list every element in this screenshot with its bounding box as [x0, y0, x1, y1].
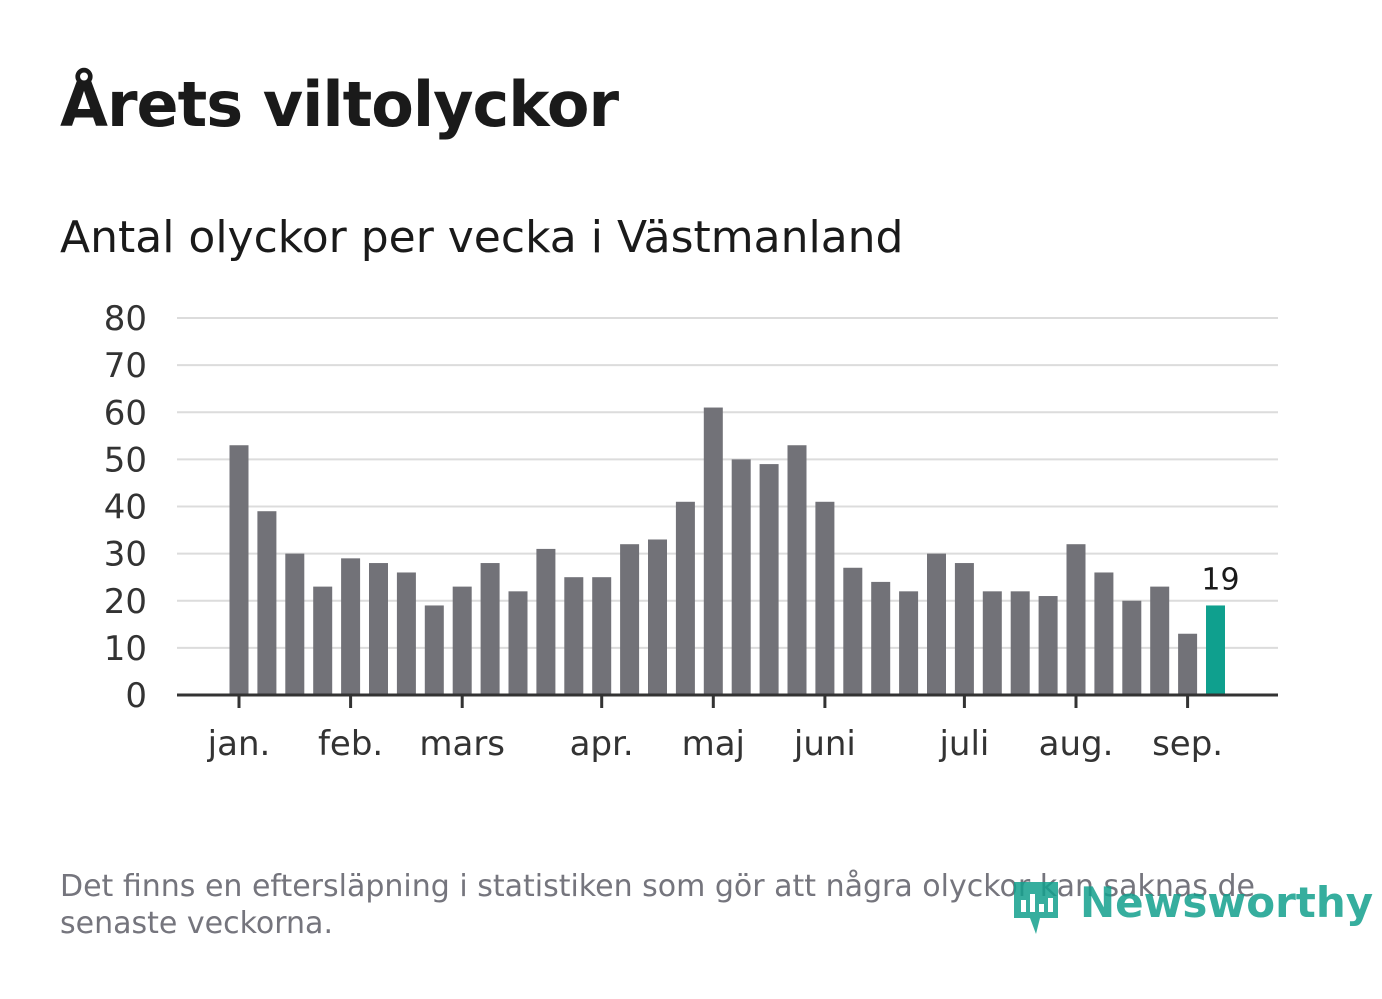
- bar: [982, 591, 1002, 695]
- bar: [257, 511, 277, 695]
- bar: [871, 581, 891, 695]
- bar: [899, 591, 919, 695]
- bar: [1094, 572, 1114, 695]
- bar: [703, 407, 723, 695]
- y-tick-label: 30: [104, 535, 147, 575]
- bar: [536, 548, 556, 695]
- bar: [313, 586, 333, 695]
- bar-chart: 0 10 20 30 40 50 60 70 80 19 jan. feb. mars apr. maj ju…: [104, 299, 1278, 764]
- x-tick-label: juni: [793, 724, 856, 764]
- bar: [675, 501, 695, 695]
- bar: [648, 539, 667, 695]
- bar: [452, 586, 472, 695]
- bar: [369, 563, 388, 695]
- y-tick-label: 10: [104, 629, 147, 669]
- bars: [229, 407, 1225, 695]
- bar: [620, 544, 640, 695]
- bar: [1066, 544, 1086, 695]
- bar: [815, 501, 835, 695]
- y-tick-label: 60: [104, 393, 147, 433]
- bar: [564, 577, 584, 695]
- bar: [424, 605, 444, 695]
- x-tick-label: maj: [682, 724, 745, 764]
- x-tick-label: aug.: [1039, 724, 1114, 764]
- y-tick-label: 20: [104, 582, 147, 622]
- y-tick-label: 50: [104, 440, 147, 480]
- bar: [341, 558, 361, 695]
- x-tick-label: juli: [938, 724, 989, 764]
- bar-highlighted: [1206, 605, 1225, 695]
- bar: [592, 577, 612, 695]
- bar: [1038, 596, 1058, 695]
- chart-title: Årets viltolyckor: [60, 68, 619, 141]
- x-tick-label: apr.: [570, 724, 634, 764]
- x-tick-label: sep.: [1152, 724, 1223, 764]
- y-tick-label: 80: [104, 299, 147, 339]
- bar: [480, 563, 500, 695]
- y-tick-label: 40: [104, 488, 147, 528]
- bar: [1010, 591, 1030, 695]
- tick-labels: 0 10 20 30 40 50 60 70 80 19 jan. feb. mars apr. maj ju…: [104, 299, 1240, 764]
- bar: [759, 464, 779, 695]
- y-tick-label: 70: [104, 346, 147, 386]
- x-tick-label: jan.: [207, 724, 271, 764]
- x-tick-label: mars: [419, 724, 505, 764]
- newsworthy-logo: Newsworthy: [1010, 876, 1373, 942]
- newsworthy-chart-bubble-icon: [1014, 882, 1058, 934]
- bar: [285, 553, 305, 695]
- logo-text: Newsworthy: [1080, 878, 1374, 927]
- bar: [954, 563, 974, 695]
- bar: [229, 445, 249, 695]
- bar: [843, 567, 863, 695]
- bar: [1122, 600, 1142, 695]
- data-label: 19: [1201, 562, 1239, 597]
- bar: [396, 572, 416, 695]
- y-tick-label: 0: [125, 676, 147, 716]
- bar: [1178, 633, 1198, 695]
- bar: [927, 553, 946, 695]
- bar: [731, 459, 751, 695]
- bar: [787, 445, 807, 695]
- gridlines: [177, 317, 1278, 649]
- bar: [1150, 586, 1170, 695]
- x-tick-label: feb.: [318, 724, 383, 764]
- chart-subtitle: Antal olyckor per vecka i Västmanland: [60, 212, 904, 263]
- bar: [508, 591, 528, 695]
- axes: [177, 693, 1278, 708]
